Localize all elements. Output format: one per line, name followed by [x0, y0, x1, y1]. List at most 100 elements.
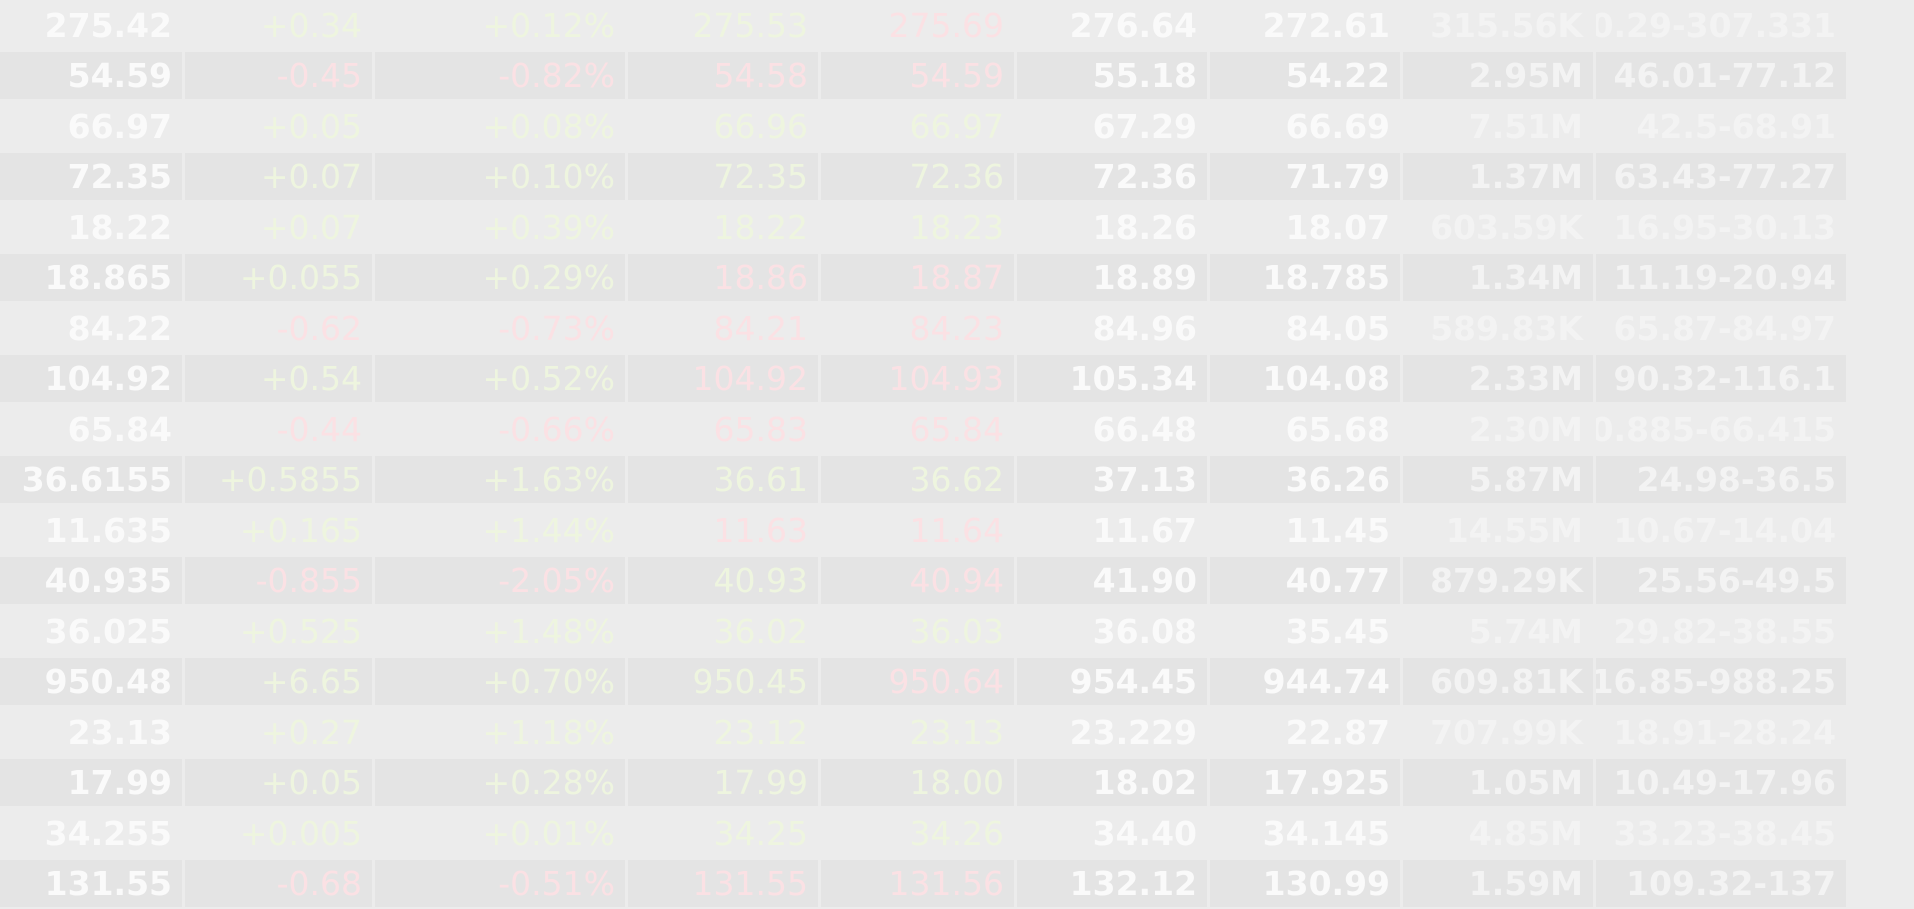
day-high-cell: 36.08 — [1017, 608, 1207, 655]
volume-cell: 879.29K — [1403, 557, 1593, 604]
range-cell: 50.885-66.415 — [1596, 406, 1846, 453]
ask-price-cell: 275.69 — [821, 2, 1014, 49]
last-price-cell: 131.55 — [0, 860, 182, 907]
volume-cell: 589.83K — [1403, 305, 1593, 352]
last-price-cell: 66.97 — [0, 103, 182, 150]
volume-cell: 315.56K — [1403, 2, 1593, 49]
net-change-cell: -0.68 — [185, 860, 372, 907]
range-cell: 10.67-14.04 — [1596, 507, 1846, 554]
range-cell: 716.85-988.25 — [1596, 658, 1846, 705]
bid-price-cell: 275.53 — [628, 2, 818, 49]
volume-cell: 1.05M — [1403, 759, 1593, 806]
day-low-cell: 71.79 — [1210, 153, 1400, 200]
day-low-cell: 18.07 — [1210, 204, 1400, 251]
percent-change-cell: +0.29% — [375, 254, 625, 301]
volume-cell: 609.81K — [1403, 658, 1593, 705]
ask-price-cell: 36.62 — [821, 456, 1014, 503]
range-cell: 46.01-77.12 — [1596, 52, 1846, 99]
net-change-cell: -0.45 — [185, 52, 372, 99]
percent-change-cell: +0.52% — [375, 355, 625, 402]
net-change-cell: +0.27 — [185, 709, 372, 756]
ask-price-cell: 131.56 — [821, 860, 1014, 907]
ask-price-cell: 54.59 — [821, 52, 1014, 99]
day-high-cell: 84.96 — [1017, 305, 1207, 352]
volume-cell: 707.99K — [1403, 709, 1593, 756]
day-low-cell: 84.05 — [1210, 305, 1400, 352]
day-low-cell: 22.87 — [1210, 709, 1400, 756]
bid-price-cell: 40.93 — [628, 557, 818, 604]
percent-change-cell: +0.12% — [375, 2, 625, 49]
percent-change-cell: +0.70% — [375, 658, 625, 705]
range-cell: 33.23-38.45 — [1596, 810, 1846, 857]
net-change-cell: +0.05 — [185, 759, 372, 806]
bid-price-cell: 950.45 — [628, 658, 818, 705]
ask-price-cell: 65.84 — [821, 406, 1014, 453]
volume-cell: 5.87M — [1403, 456, 1593, 503]
day-low-cell: 66.69 — [1210, 103, 1400, 150]
day-high-cell: 954.45 — [1017, 658, 1207, 705]
day-high-cell: 276.64 — [1017, 2, 1207, 49]
net-change-cell: +0.055 — [185, 254, 372, 301]
day-high-cell: 55.18 — [1017, 52, 1207, 99]
ask-price-cell: 18.00 — [821, 759, 1014, 806]
last-price-cell: 72.35 — [0, 153, 182, 200]
bid-price-cell: 66.96 — [628, 103, 818, 150]
last-price-cell: 54.59 — [0, 52, 182, 99]
last-price-cell: 11.635 — [0, 507, 182, 554]
volume-cell: 2.30M — [1403, 406, 1593, 453]
net-change-cell: -0.44 — [185, 406, 372, 453]
day-high-cell: 18.02 — [1017, 759, 1207, 806]
net-change-cell: -0.855 — [185, 557, 372, 604]
bid-price-cell: 17.99 — [628, 759, 818, 806]
net-change-cell: +0.07 — [185, 153, 372, 200]
day-low-cell: 36.26 — [1210, 456, 1400, 503]
day-low-cell: 130.99 — [1210, 860, 1400, 907]
net-change-cell: +0.165 — [185, 507, 372, 554]
percent-change-cell: -0.82% — [375, 52, 625, 99]
day-high-cell: 11.67 — [1017, 507, 1207, 554]
net-change-cell: +0.05 — [185, 103, 372, 150]
volume-cell: 1.34M — [1403, 254, 1593, 301]
day-low-cell: 17.925 — [1210, 759, 1400, 806]
bid-price-cell: 11.63 — [628, 507, 818, 554]
net-change-cell: +0.005 — [185, 810, 372, 857]
last-price-cell: 18.865 — [0, 254, 182, 301]
range-cell: 25.56-49.5 — [1596, 557, 1846, 604]
day-high-cell: 41.90 — [1017, 557, 1207, 604]
volume-cell: 7.51M — [1403, 103, 1593, 150]
last-price-cell: 104.92 — [0, 355, 182, 402]
percent-change-cell: +1.48% — [375, 608, 625, 655]
percent-change-cell: -2.05% — [375, 557, 625, 604]
ask-price-cell: 34.26 — [821, 810, 1014, 857]
range-cell: 230.29-307.331 — [1596, 2, 1846, 49]
percent-change-cell: +0.08% — [375, 103, 625, 150]
bid-price-cell: 104.92 — [628, 355, 818, 402]
day-low-cell: 65.68 — [1210, 406, 1400, 453]
percent-change-cell: +0.28% — [375, 759, 625, 806]
day-high-cell: 105.34 — [1017, 355, 1207, 402]
range-cell: 65.87-84.97 — [1596, 305, 1846, 352]
last-price-cell: 275.42 — [0, 2, 182, 49]
ask-price-cell: 18.87 — [821, 254, 1014, 301]
range-cell: 10.49-17.96 — [1596, 759, 1846, 806]
volume-cell: 14.55M — [1403, 507, 1593, 554]
